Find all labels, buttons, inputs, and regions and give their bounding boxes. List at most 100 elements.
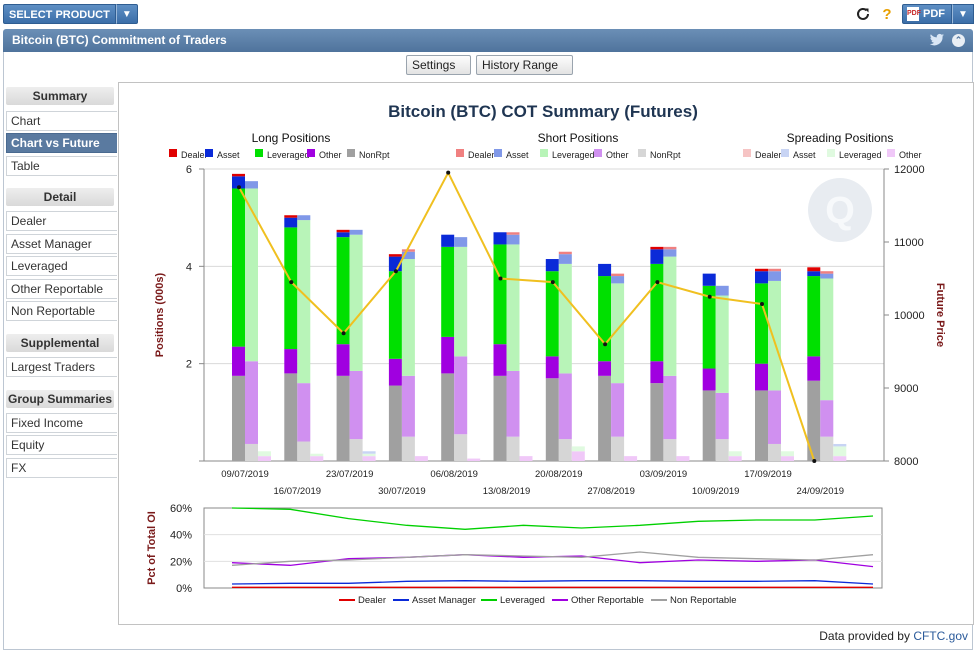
sidebar-item-chart-vs-future[interactable]: Chart vs Future — [6, 133, 117, 153]
legend-group-title-spreading: Spreading Positions — [787, 131, 894, 145]
pct-y-axis-title: Pct of Total OI — [146, 511, 158, 585]
legend-swatch-spreading-dealer — [743, 149, 751, 157]
bar-long-leveraged — [702, 285, 716, 369]
bar-short-nonrpt — [297, 441, 311, 461]
legend-label-short-asset: Asset — [506, 150, 529, 160]
bar-short-asset — [245, 181, 258, 189]
sidebar-item-other-reportable[interactable]: Other Reportable — [6, 279, 117, 299]
bar-long-nonrpt — [336, 375, 350, 461]
bar-short-nonrpt — [611, 436, 625, 461]
bar-short-other — [297, 383, 311, 442]
sidebar-item-leveraged[interactable]: Leveraged — [6, 256, 117, 276]
sidebar-item-dealer[interactable]: Dealer — [6, 211, 117, 231]
bar-long-asset — [702, 273, 716, 286]
bar-short-dealer — [820, 271, 834, 274]
bar-short-asset — [663, 249, 677, 257]
legend-label-long-leveraged: Leveraged — [267, 150, 310, 160]
legend-label-long-dealer: Dealer — [181, 150, 208, 160]
bar-long-other — [232, 346, 245, 376]
bar-spreading-leveraged — [571, 446, 585, 452]
sidebar-item-chart[interactable]: Chart — [6, 111, 117, 131]
bar-short-leveraged — [349, 234, 363, 371]
future-price-point — [498, 276, 503, 281]
pdf-export-button[interactable]: PDF PDF ▼ — [902, 4, 974, 24]
page-title: Bitcoin (BTC) Commitment of Traders — [12, 33, 227, 47]
bar-long-leveraged — [388, 271, 402, 359]
bar-short-dealer — [611, 273, 625, 277]
help-icon[interactable]: ? — [882, 5, 892, 23]
bar-short-dealer — [768, 268, 781, 272]
x-tick-label: 09/07/2019 — [221, 469, 269, 480]
select-product-label[interactable]: SELECT PRODUCT — [3, 4, 116, 24]
sidebar-item-largest-traders[interactable]: Largest Traders — [6, 357, 117, 377]
y2-tick-label: 10000 — [894, 310, 925, 322]
bar-long-nonrpt — [493, 375, 507, 461]
bar-long-other — [650, 361, 664, 384]
legend-swatch-long-dealer — [169, 149, 177, 157]
pct-legend-label: Other Reportable — [571, 595, 644, 606]
twitter-icon[interactable] — [929, 33, 945, 47]
bar-long-nonrpt — [702, 390, 716, 461]
x-tick-label: 03/09/2019 — [640, 469, 688, 480]
bar-short-asset — [768, 271, 781, 281]
sidebar-item-fx[interactable]: FX — [6, 458, 117, 478]
bar-long-leveraged — [545, 271, 559, 357]
pct-legend-label: Non Reportable — [670, 595, 737, 606]
bar-short-asset — [297, 215, 311, 221]
panel-titlebar: Bitcoin (BTC) Commitment of Traders ⌃ — [3, 29, 973, 52]
bar-spreading-leveraged — [362, 453, 376, 457]
bar-long-other — [441, 336, 455, 374]
bar-spreading-asset — [833, 443, 847, 447]
bar-spreading-other — [519, 456, 533, 461]
bar-short-dealer — [663, 246, 677, 250]
history-range-label: History Range — [482, 58, 559, 72]
legend-label-spreading-asset: Asset — [793, 150, 816, 160]
refresh-icon[interactable] — [854, 5, 872, 23]
cftc-link[interactable]: CFTC.gov — [913, 629, 968, 643]
bar-spreading-other — [362, 456, 376, 461]
legend-label-long-other: Other — [319, 150, 342, 160]
legend-label-short-nonrpt: NonRpt — [650, 150, 681, 160]
collapse-icon[interactable]: ⌃ — [952, 34, 965, 47]
select-product-dropdown[interactable]: SELECT PRODUCT ▼ — [3, 4, 138, 24]
sidebar-item-equity[interactable]: Equity — [6, 435, 117, 455]
bar-spreading-leveraged — [258, 451, 271, 457]
bar-short-leveraged — [663, 256, 677, 376]
sidebar-item-table[interactable]: Table — [6, 156, 117, 176]
future-price-point — [341, 331, 346, 336]
history-range-button[interactable]: History Range∨ — [476, 55, 573, 90]
y2-tick-label: 9000 — [894, 383, 918, 395]
chevron-down-icon[interactable]: ▼ — [115, 4, 138, 24]
pct-y-tick-label: 60% — [170, 503, 192, 515]
pct-y-tick-label: 0% — [176, 583, 192, 595]
sidebar-header-group-summaries: Group Summaries — [6, 390, 114, 408]
bar-long-nonrpt — [388, 385, 402, 461]
bar-spreading-other — [467, 458, 481, 461]
sidebar-item-asset-manager[interactable]: Asset Manager — [6, 234, 117, 254]
future-price-point — [655, 280, 660, 285]
legend-group-title-short: Short Positions — [538, 131, 619, 145]
bar-long-asset — [441, 234, 455, 247]
bar-short-other — [506, 370, 520, 437]
bar-short-dealer — [401, 249, 415, 252]
sidebar-item-fixed-income[interactable]: Fixed Income — [6, 413, 117, 433]
settings-button[interactable]: Settings∨ — [406, 55, 471, 90]
attribution-text: Data provided by — [819, 629, 914, 643]
bar-spreading-other — [781, 456, 794, 461]
pdf-button-body[interactable]: PDF PDF — [902, 4, 952, 24]
bar-long-dealer — [284, 215, 298, 218]
y2-tick-label: 8000 — [894, 456, 918, 468]
bar-short-nonrpt — [663, 439, 677, 461]
pdf-button-label: PDF — [923, 8, 945, 20]
future-price-point — [393, 269, 398, 274]
bar-short-leveraged — [506, 244, 520, 371]
sidebar-item-non-reportable[interactable]: Non Reportable — [6, 301, 117, 321]
bar-short-asset — [349, 229, 363, 235]
watermark-logo-icon — [808, 178, 872, 242]
pct-legend-label: Asset Manager — [412, 595, 476, 606]
bar-long-leveraged — [336, 237, 350, 345]
bar-short-nonrpt — [401, 436, 415, 461]
chevron-down-icon[interactable]: ▼ — [952, 4, 974, 24]
x-tick-label: 17/09/2019 — [744, 469, 792, 480]
bar-short-other — [715, 392, 729, 440]
